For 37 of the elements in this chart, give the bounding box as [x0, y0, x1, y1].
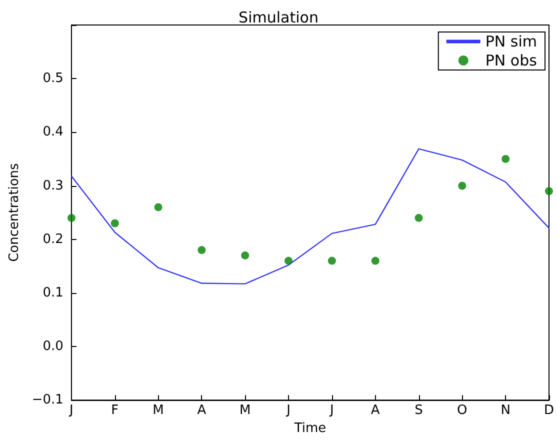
x-tick-label: N [500, 403, 510, 418]
x-axis-title: Time [293, 421, 326, 436]
line-series [70, 148, 550, 284]
point [328, 256, 336, 265]
x-tick-label: A [370, 403, 380, 418]
x-tick-label: J [329, 403, 334, 418]
legend-label: PN sim [485, 32, 538, 50]
x-tick-label: D [544, 403, 554, 418]
y-axis-title: Concentrations [7, 162, 22, 262]
point [198, 246, 206, 254]
x-tick-label: J [68, 403, 74, 418]
point [458, 182, 466, 190]
x-tick-label: J [286, 403, 290, 418]
y-tick-label: 0.2 [42, 232, 64, 247]
y-tick-label: 0.1 [42, 285, 64, 300]
legend-label: PN obs [485, 52, 538, 70]
point [502, 154, 510, 163]
point [241, 251, 250, 260]
point [154, 203, 162, 212]
y-tick-label: 0.5 [42, 71, 64, 86]
x-tick-label: S [414, 403, 423, 418]
point [545, 187, 553, 196]
chart-title: Simulation [238, 8, 318, 26]
y-tick-label: 0.4 [42, 124, 64, 140]
x-tick-label: A [197, 403, 206, 418]
y-tick-label: 0.3 [42, 178, 64, 194]
point [371, 256, 380, 265]
y-tick-label: 0.0 [42, 339, 64, 354]
y-tick-label: −0.1 [32, 392, 64, 408]
x-tick-label: O [457, 403, 468, 418]
x-tick-label: M [152, 403, 164, 418]
point [414, 214, 423, 222]
point [284, 256, 293, 265]
x-tick-label: F [111, 403, 119, 418]
x-tick-label: M [240, 403, 251, 418]
point [110, 219, 119, 228]
point [67, 214, 76, 222]
